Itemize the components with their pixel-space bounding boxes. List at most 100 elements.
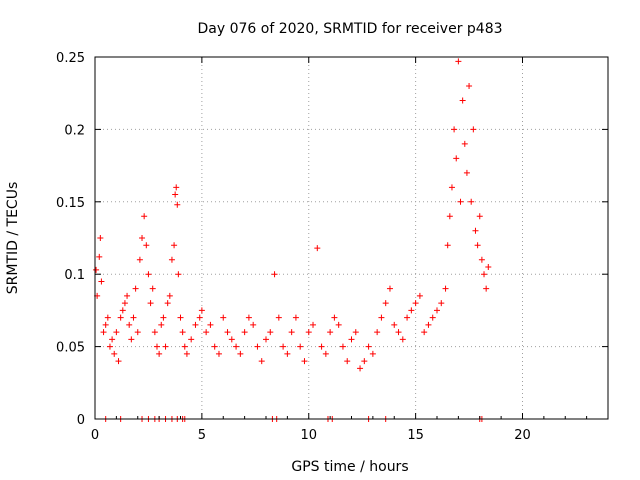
x-tick-label: 5 xyxy=(198,428,206,443)
data-point xyxy=(442,285,449,292)
data-point xyxy=(263,336,269,343)
data-point xyxy=(168,256,175,263)
data-point xyxy=(331,314,338,321)
data-point xyxy=(121,300,128,307)
data-point xyxy=(97,235,104,241)
data-point xyxy=(220,314,227,321)
data-point xyxy=(481,271,488,278)
data-point xyxy=(132,285,139,292)
data-point xyxy=(207,321,214,328)
plot-frame xyxy=(94,56,609,420)
data-point xyxy=(395,329,402,336)
data-point xyxy=(245,314,252,321)
data-point xyxy=(318,343,325,350)
data-point xyxy=(352,329,359,336)
data-point xyxy=(485,263,492,270)
y-tick-label: 0.1 xyxy=(64,268,85,283)
y-tick-label: 0 xyxy=(77,413,85,428)
data-point xyxy=(357,365,364,372)
data-point xyxy=(288,329,295,336)
data-point xyxy=(153,343,160,350)
data-point xyxy=(177,314,184,321)
data-point xyxy=(271,271,278,278)
data-point xyxy=(292,314,299,321)
data-point xyxy=(378,314,385,321)
data-point xyxy=(466,82,473,89)
data-point xyxy=(171,242,178,249)
data-point xyxy=(113,329,120,336)
data-point xyxy=(128,336,135,343)
data-point xyxy=(267,329,274,336)
data-point xyxy=(96,253,103,260)
data-point xyxy=(181,343,188,350)
chart-title: Day 076 of 2020, SRMTID for receiver p48… xyxy=(197,21,502,37)
data-point xyxy=(322,350,329,357)
data-point xyxy=(478,256,485,263)
data-point xyxy=(421,329,428,336)
data-point xyxy=(404,314,411,321)
x-axis-label: GPS time / hours xyxy=(291,459,408,475)
data-point xyxy=(233,343,240,350)
data-point xyxy=(305,329,312,336)
data-point xyxy=(361,358,368,365)
data-point xyxy=(275,314,282,321)
data-point xyxy=(139,235,146,241)
y-tick-label: 0.15 xyxy=(56,196,85,211)
data-point xyxy=(310,321,317,328)
data-point xyxy=(136,256,143,263)
data-point xyxy=(241,329,248,336)
data-point xyxy=(174,201,181,208)
data-point xyxy=(301,358,308,365)
data-point xyxy=(416,292,423,299)
data-point xyxy=(476,213,483,220)
data-point xyxy=(106,343,113,350)
data-point xyxy=(141,213,148,220)
data-point xyxy=(166,292,173,299)
data-point xyxy=(339,343,346,350)
data-point xyxy=(130,314,137,321)
data-point xyxy=(382,300,389,307)
data-point xyxy=(175,271,182,278)
data-point xyxy=(483,285,490,292)
data-point xyxy=(446,213,453,220)
data-point xyxy=(188,336,195,343)
y-tick-label: 0.05 xyxy=(56,341,85,356)
data-points xyxy=(93,58,492,422)
data-point xyxy=(461,140,468,147)
data-point xyxy=(429,314,436,321)
data-point xyxy=(297,343,304,350)
data-point xyxy=(386,285,393,292)
data-point xyxy=(314,245,321,252)
data-point xyxy=(284,350,291,357)
data-point xyxy=(280,343,287,350)
axis-ticks: 0 5 10 15 20 0 0.05 0.1 0.15 0.2 0.25 xyxy=(56,51,609,443)
data-point xyxy=(344,358,351,365)
data-point xyxy=(98,278,105,285)
data-point xyxy=(448,184,455,191)
x-tick-label: 10 xyxy=(300,428,317,443)
x-tick-label: 0 xyxy=(91,428,99,443)
data-point xyxy=(164,300,171,307)
data-point xyxy=(143,242,150,249)
x-tick-label: 20 xyxy=(514,428,531,443)
data-point xyxy=(237,350,244,357)
data-point xyxy=(134,329,141,336)
data-point xyxy=(254,343,261,350)
data-point xyxy=(215,350,222,357)
data-point xyxy=(451,126,458,133)
data-point xyxy=(459,97,466,104)
data-point xyxy=(162,343,169,350)
data-point xyxy=(100,329,107,336)
data-point xyxy=(198,307,205,314)
data-point xyxy=(457,198,464,205)
data-point xyxy=(258,358,265,365)
data-point xyxy=(111,350,118,357)
data-point xyxy=(158,321,165,328)
data-point xyxy=(151,329,158,336)
data-point xyxy=(474,242,481,249)
data-point xyxy=(463,169,470,176)
data-point xyxy=(327,329,334,336)
y-axis-label: SRMTID / TECUs xyxy=(5,182,21,295)
y-tick-label: 0.2 xyxy=(64,123,85,138)
